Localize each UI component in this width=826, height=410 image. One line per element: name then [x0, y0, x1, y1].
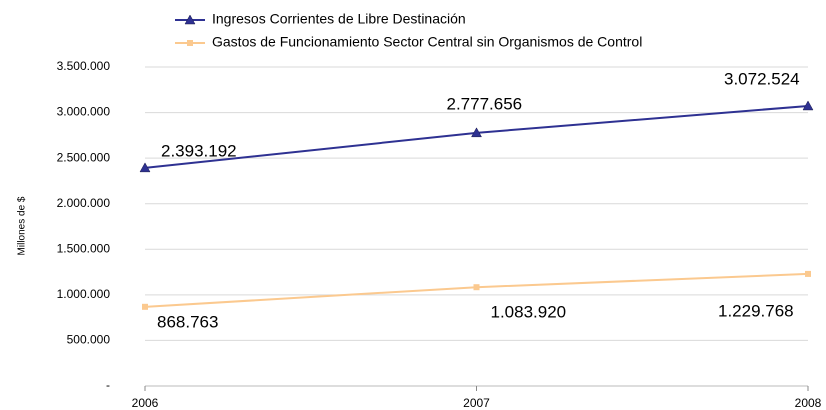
y-tick-label: 500.000 [67, 333, 111, 347]
y-tick-label: 2.500.000 [57, 150, 111, 164]
marker [184, 14, 196, 25]
data-label: 1.229.768 [718, 301, 794, 320]
marker [471, 127, 482, 138]
marker [139, 162, 151, 173]
data-label: 3.072.524 [724, 69, 800, 88]
marker [473, 284, 480, 291]
y-axis-label: Millones de $ [17, 196, 28, 255]
data-label: 2.777.656 [447, 94, 523, 113]
y-tick-label: 1.500.000 [57, 241, 111, 255]
data-label: 2.393.192 [161, 141, 237, 160]
marker [802, 100, 814, 111]
legend-label: Ingresos Corrientes de Libre Destinación [212, 11, 466, 27]
data-label: 868.763 [157, 312, 218, 331]
marker [142, 303, 148, 310]
y-tick-label: 2.000.000 [57, 196, 111, 210]
y-tick-label: 3.500.000 [57, 59, 111, 73]
x-tick-label: 2006 [132, 396, 159, 410]
series-line [144, 272, 809, 308]
data-label: 1.083.920 [491, 303, 567, 322]
x-tick-label: 2008 [795, 396, 822, 410]
y-tick-label: 3.000.000 [57, 105, 111, 119]
legend-label: Gastos de Funcionamiento Sector Central … [212, 34, 642, 50]
y-tick-label: - [106, 378, 110, 392]
y-tick-label: 1.000.000 [57, 287, 111, 301]
marker [187, 40, 193, 46]
marker [805, 270, 811, 277]
x-tick-label: 2007 [463, 396, 490, 410]
